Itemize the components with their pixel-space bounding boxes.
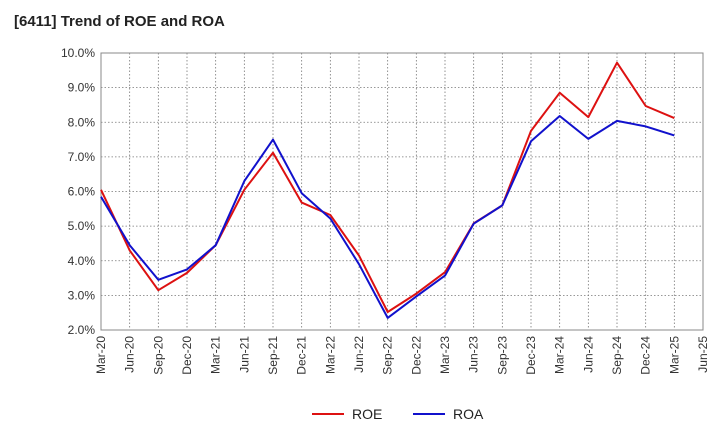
x-tick-label: Jun-23 bbox=[467, 336, 481, 373]
x-tick-label: Dec-20 bbox=[180, 336, 194, 375]
x-tick-label: Mar-21 bbox=[209, 336, 223, 374]
y-tick-label: 7.0% bbox=[68, 150, 96, 164]
x-tick-label: Dec-21 bbox=[295, 336, 309, 375]
grid-lines bbox=[101, 53, 703, 330]
series-lines bbox=[100, 61, 675, 319]
x-tick-label: Sep-24 bbox=[610, 336, 624, 375]
legend-item-roa: ROA bbox=[413, 406, 484, 422]
x-tick-label: Mar-24 bbox=[553, 336, 567, 374]
x-tick-label: Dec-24 bbox=[639, 336, 653, 375]
series-line-roe bbox=[100, 61, 675, 313]
x-tick-label: Sep-22 bbox=[381, 336, 395, 375]
x-tick-label: Dec-23 bbox=[524, 336, 538, 375]
x-tick-label: Jun-20 bbox=[123, 336, 137, 373]
x-tick-label: Sep-21 bbox=[266, 336, 280, 375]
legend-label: ROE bbox=[352, 406, 382, 422]
y-tick-label: 9.0% bbox=[68, 81, 96, 95]
x-tick-label: Mar-22 bbox=[323, 336, 337, 374]
legend-item-roe: ROE bbox=[312, 406, 382, 422]
x-tick-label: Mar-20 bbox=[94, 336, 108, 374]
y-tick-label: 3.0% bbox=[68, 288, 96, 302]
y-axis-tick-labels: 2.0% 3.0% 4.0% 5.0% 6.0% 7.0% 8.0% 9.0% 10.0% bbox=[61, 46, 95, 337]
series-line-roa bbox=[100, 115, 675, 319]
chart-title: [6411] Trend of ROE and ROA bbox=[14, 13, 225, 30]
legend: ROE ROA bbox=[312, 406, 484, 422]
y-tick-label: 2.0% bbox=[68, 323, 96, 337]
x-tick-label: Jun-25 bbox=[696, 336, 710, 373]
x-tick-label: Dec-22 bbox=[409, 336, 423, 375]
x-tick-label: Mar-25 bbox=[667, 336, 681, 374]
x-tick-label: Mar-23 bbox=[438, 336, 452, 374]
x-tick-label: Jun-24 bbox=[581, 336, 595, 373]
y-tick-label: 6.0% bbox=[68, 185, 96, 199]
x-tick-label: Jun-21 bbox=[237, 336, 251, 373]
y-tick-label: 4.0% bbox=[68, 254, 96, 268]
y-tick-label: 10.0% bbox=[61, 46, 95, 60]
x-tick-label: Sep-23 bbox=[495, 336, 509, 375]
x-axis-tick-labels: Mar-20 Jun-20 Sep-20 Dec-20 Mar-21 Jun-21 Sep-… bbox=[94, 336, 710, 375]
y-tick-label: 5.0% bbox=[68, 219, 96, 233]
y-tick-label: 8.0% bbox=[68, 115, 96, 129]
x-tick-label: Jun-22 bbox=[352, 336, 366, 373]
x-tick-label: Sep-20 bbox=[151, 336, 165, 375]
legend-label: ROA bbox=[453, 406, 484, 422]
